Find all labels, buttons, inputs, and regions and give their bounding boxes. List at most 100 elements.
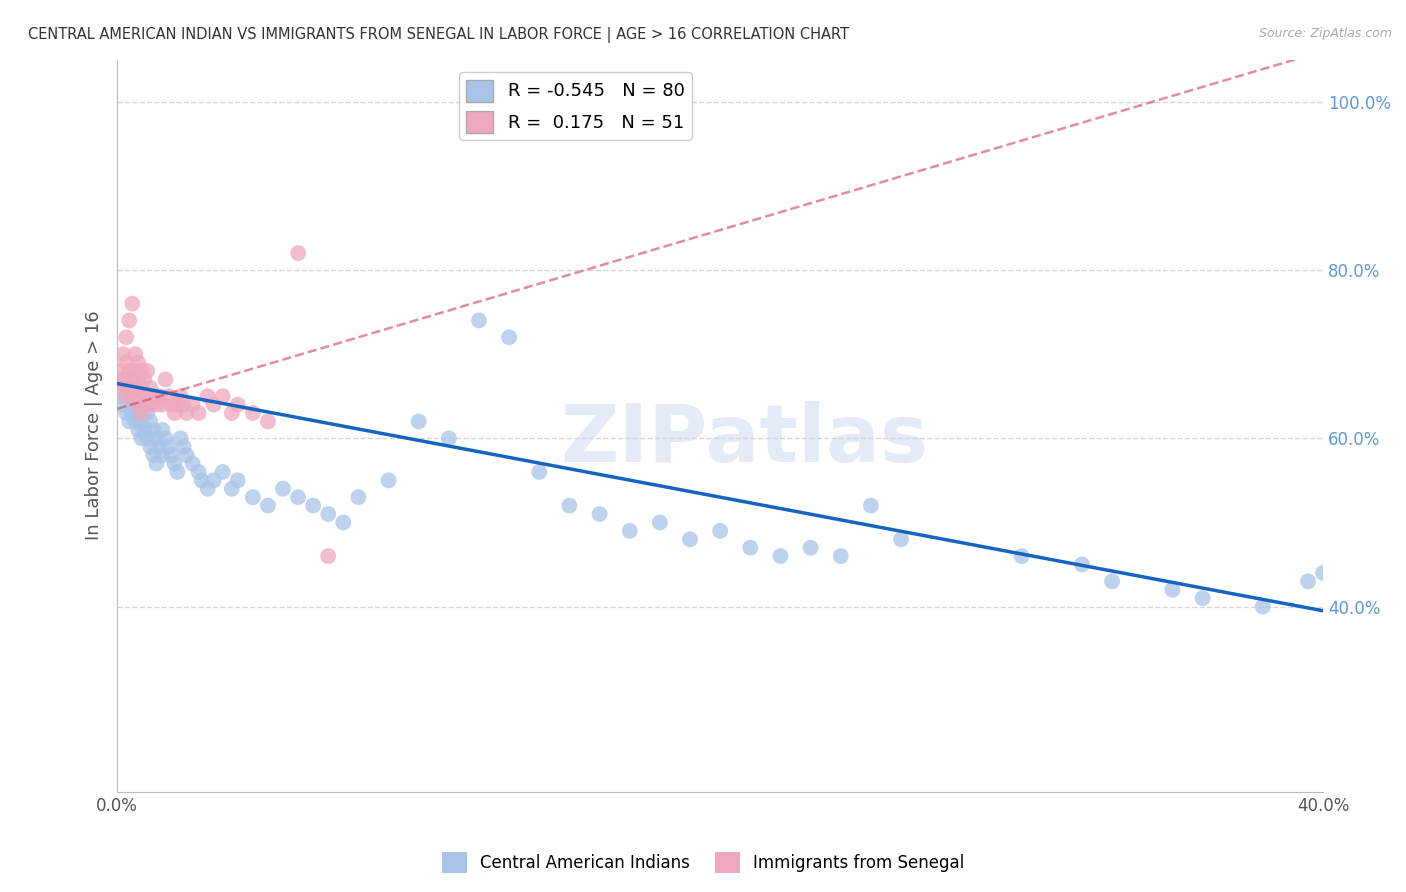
Point xyxy=(134,398,156,412)
Point xyxy=(800,541,823,555)
Point xyxy=(166,465,188,479)
Point xyxy=(1011,549,1033,563)
Point xyxy=(187,465,209,479)
Point xyxy=(202,474,225,488)
Point xyxy=(124,414,146,428)
Point xyxy=(145,398,167,412)
Point xyxy=(271,482,294,496)
Point xyxy=(124,389,146,403)
Point xyxy=(134,372,156,386)
Point xyxy=(588,507,610,521)
Point xyxy=(145,431,167,445)
Text: ZIPatlas: ZIPatlas xyxy=(560,401,928,479)
Point xyxy=(408,414,430,428)
Point xyxy=(468,313,491,327)
Point xyxy=(648,516,671,530)
Point xyxy=(112,398,135,412)
Point xyxy=(108,381,131,395)
Y-axis label: In Labor Force | Age > 16: In Labor Force | Age > 16 xyxy=(86,310,103,541)
Point xyxy=(377,474,399,488)
Point xyxy=(142,389,165,403)
Point xyxy=(108,389,131,403)
Point xyxy=(157,440,180,454)
Point xyxy=(202,398,225,412)
Point xyxy=(136,406,159,420)
Legend: Central American Indians, Immigrants from Senegal: Central American Indians, Immigrants fro… xyxy=(434,846,972,880)
Point xyxy=(118,381,141,395)
Point xyxy=(115,355,138,369)
Point xyxy=(131,381,153,395)
Point xyxy=(127,372,149,386)
Point xyxy=(108,364,131,378)
Point xyxy=(558,499,581,513)
Point xyxy=(155,431,177,445)
Point xyxy=(124,347,146,361)
Point xyxy=(169,389,191,403)
Point xyxy=(302,499,325,513)
Point xyxy=(157,389,180,403)
Point xyxy=(121,398,143,412)
Point xyxy=(197,389,219,403)
Point xyxy=(115,389,138,403)
Legend: R = -0.545   N = 80, R =  0.175   N = 51: R = -0.545 N = 80, R = 0.175 N = 51 xyxy=(458,72,692,140)
Point xyxy=(257,414,280,428)
Point xyxy=(145,457,167,471)
Point xyxy=(173,398,195,412)
Point xyxy=(242,406,264,420)
Point xyxy=(136,431,159,445)
Point xyxy=(134,423,156,437)
Point xyxy=(211,465,233,479)
Point xyxy=(529,465,551,479)
Point xyxy=(197,482,219,496)
Point xyxy=(127,398,149,412)
Point xyxy=(287,246,309,260)
Point xyxy=(136,364,159,378)
Point xyxy=(131,364,153,378)
Point xyxy=(118,364,141,378)
Point xyxy=(121,389,143,403)
Point xyxy=(1101,574,1123,589)
Point xyxy=(139,440,162,454)
Point xyxy=(890,533,912,547)
Point xyxy=(127,406,149,420)
Text: Source: ZipAtlas.com: Source: ZipAtlas.com xyxy=(1258,27,1392,40)
Point xyxy=(176,448,198,462)
Point xyxy=(152,448,174,462)
Point xyxy=(148,440,170,454)
Point xyxy=(112,347,135,361)
Point xyxy=(181,457,204,471)
Point xyxy=(115,381,138,395)
Point xyxy=(139,381,162,395)
Point xyxy=(136,389,159,403)
Point xyxy=(287,490,309,504)
Point xyxy=(127,355,149,369)
Point xyxy=(316,507,339,521)
Point xyxy=(187,406,209,420)
Point xyxy=(112,372,135,386)
Point xyxy=(121,406,143,420)
Point xyxy=(134,389,156,403)
Point xyxy=(242,490,264,504)
Point xyxy=(139,414,162,428)
Point xyxy=(131,431,153,445)
Point xyxy=(121,381,143,395)
Point xyxy=(769,549,792,563)
Point xyxy=(152,398,174,412)
Point xyxy=(190,474,212,488)
Point xyxy=(437,431,460,445)
Point xyxy=(1191,591,1213,606)
Point xyxy=(257,499,280,513)
Point xyxy=(115,330,138,344)
Point xyxy=(166,398,188,412)
Point xyxy=(1312,566,1334,580)
Point xyxy=(830,549,852,563)
Point xyxy=(1251,599,1274,614)
Point xyxy=(112,372,135,386)
Point xyxy=(118,414,141,428)
Point xyxy=(176,406,198,420)
Point xyxy=(124,364,146,378)
Point xyxy=(142,448,165,462)
Point xyxy=(173,440,195,454)
Point xyxy=(139,398,162,412)
Point xyxy=(142,423,165,437)
